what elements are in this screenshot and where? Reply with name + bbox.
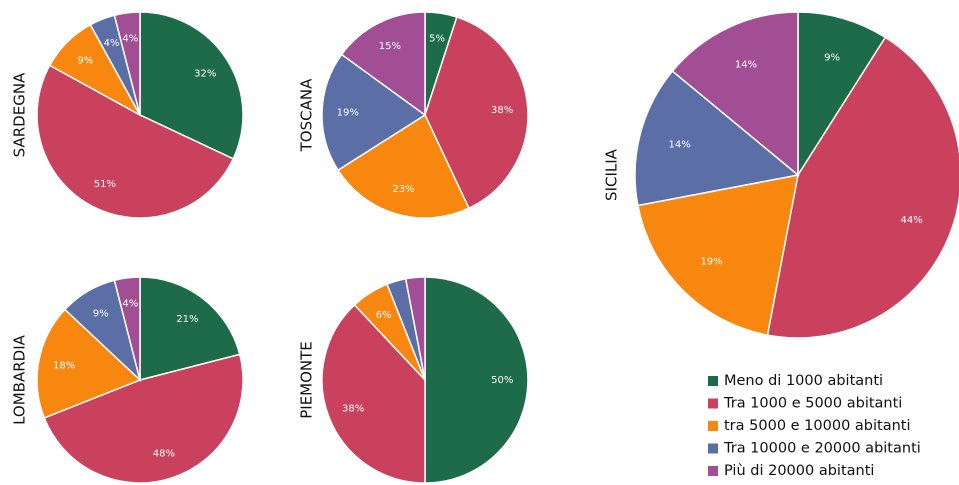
- value-label: 6%: [376, 310, 392, 321]
- value-label: 44%: [901, 215, 923, 226]
- pie-title: LOMBARDIA: [11, 334, 29, 425]
- legend-label: Tra 1000 e 5000 abitanti: [723, 396, 902, 412]
- legend-swatch: [708, 376, 718, 386]
- pie-title: PIEMONTE: [298, 341, 316, 419]
- value-label: 50%: [491, 375, 513, 386]
- value-label: 23%: [392, 184, 414, 195]
- value-label: 21%: [176, 314, 198, 325]
- value-label: 19%: [700, 256, 722, 267]
- pie-slice: [113, 11, 141, 116]
- pie-slice: [637, 174, 799, 336]
- pie-slice: [36, 308, 142, 419]
- value-label: 38%: [491, 105, 513, 116]
- pie-title: SARDEGNA: [11, 72, 29, 157]
- legend-label: tra 5000 e 10000 abitanti: [724, 418, 911, 434]
- pie-slice: [113, 276, 141, 381]
- value-label: 4%: [104, 38, 120, 49]
- pie-slice: [139, 11, 244, 160]
- value-label: 18%: [53, 361, 75, 372]
- legend-label: Più di 20000 abitanti: [724, 463, 874, 479]
- pie-slice: [424, 276, 529, 484]
- pie-slice: [634, 70, 800, 207]
- value-label: 9%: [93, 309, 109, 320]
- legend-label: Tra 10000 e 20000 abitanti: [723, 441, 921, 457]
- pie-slice: [797, 11, 887, 178]
- value-label: 4%: [122, 298, 138, 309]
- value-label: 9%: [824, 53, 840, 64]
- value-label: 15%: [379, 41, 401, 52]
- pie-title: SICILIA: [603, 148, 621, 201]
- pie-slice: [671, 11, 799, 177]
- value-label: 19%: [337, 108, 359, 119]
- legend-swatch: [708, 466, 718, 476]
- pie-slice: [336, 113, 470, 219]
- pie-slice: [404, 276, 426, 381]
- pie-slice: [321, 303, 426, 484]
- value-label: 48%: [153, 448, 175, 459]
- pie-title: TOSCANA: [298, 78, 316, 152]
- pie-slice: [766, 36, 959, 339]
- pie-slice: [43, 353, 244, 484]
- value-label: 14%: [735, 59, 757, 70]
- pie-slice: [424, 16, 529, 210]
- legend-swatch: [708, 398, 718, 409]
- pie-slice: [321, 53, 427, 172]
- value-label: 14%: [668, 140, 690, 151]
- legend-label: Meno di 1000 abitanti: [724, 373, 883, 389]
- pie-slice: [139, 276, 241, 381]
- value-label: 5%: [429, 34, 445, 45]
- value-label: 32%: [194, 69, 216, 80]
- legend-swatch: [708, 443, 718, 454]
- value-label: 9%: [77, 55, 93, 66]
- pie-slice: [340, 11, 426, 117]
- value-label: 4%: [122, 33, 138, 44]
- value-label: 38%: [342, 403, 364, 414]
- pie-slice: [36, 64, 235, 219]
- legend-swatch: [708, 421, 718, 431]
- value-label: 51%: [94, 179, 116, 190]
